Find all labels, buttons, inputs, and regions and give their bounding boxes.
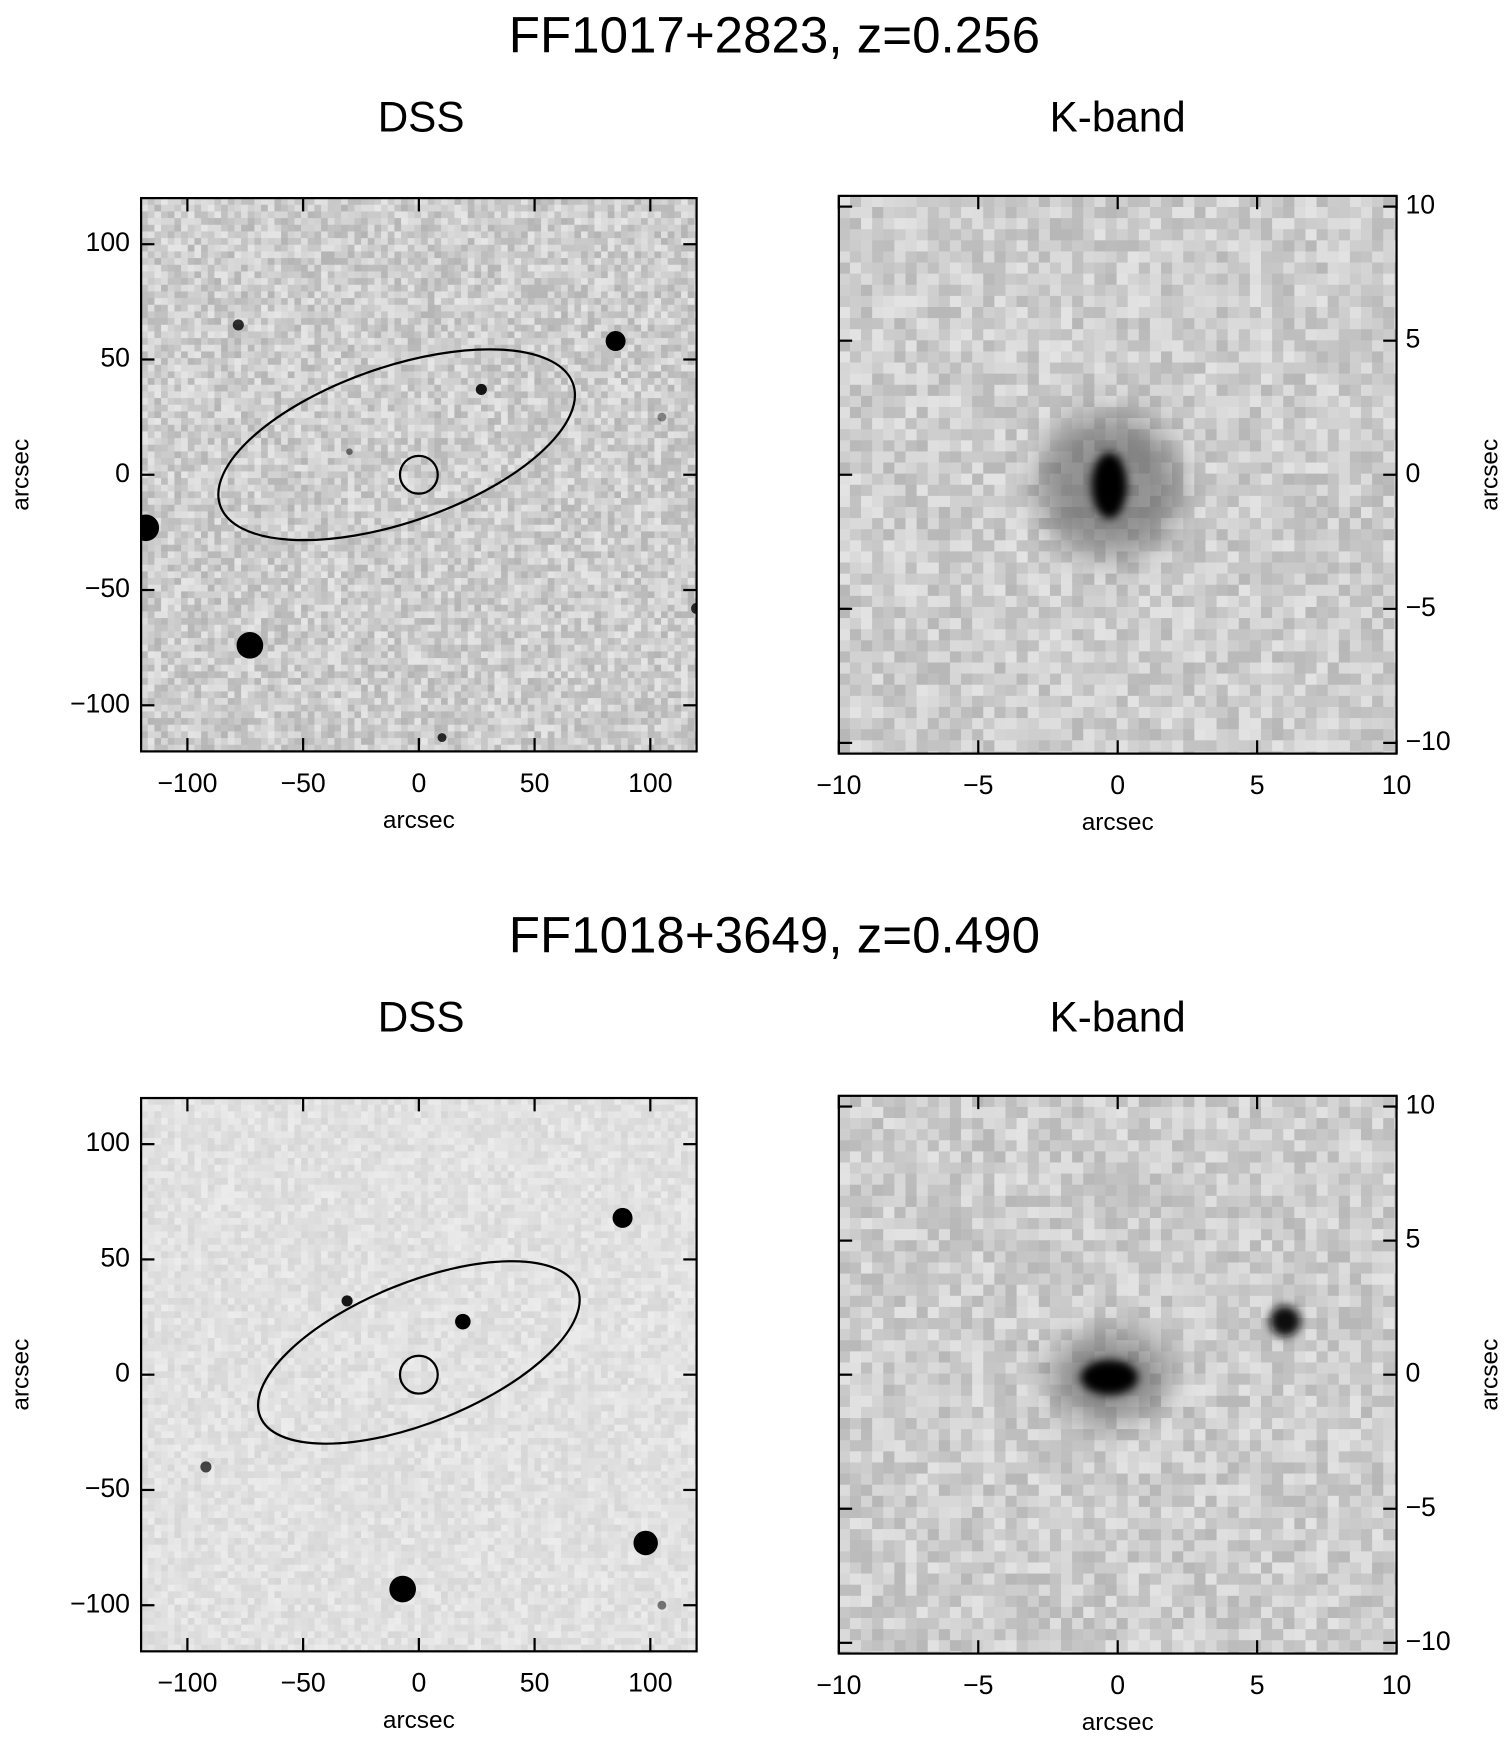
star	[200, 1461, 212, 1473]
target-circle	[398, 1354, 439, 1395]
y-tick-label: 50	[100, 1242, 130, 1272]
star	[475, 383, 487, 396]
y-axis-label: arcsec	[8, 439, 35, 511]
panel: DSS −100 −50 0 50 100 −100 −50 0 50 100 arcsec arcse…	[8, 993, 698, 1734]
y-tick-label: 50	[100, 343, 130, 373]
y-tick-label: 10	[1405, 190, 1435, 220]
galaxy-core	[1080, 1359, 1139, 1396]
figure-title: FF1018+3649, z=0.490	[509, 907, 1040, 964]
x-tick-label: −5	[963, 1670, 993, 1700]
y-tick-label: 0	[115, 1358, 130, 1388]
x-tick-label: −50	[281, 768, 326, 798]
y-tick-label: −5	[1405, 1492, 1435, 1522]
y-tick-label: −50	[85, 573, 130, 603]
y-tick-label: 0	[115, 458, 130, 488]
x-tick-label: 50	[520, 1668, 550, 1698]
x-tick-label: −5	[963, 770, 993, 800]
figure-title: FF1017+2823, z=0.256	[509, 7, 1040, 64]
star	[346, 448, 353, 456]
x-tick-label: 0	[1110, 1670, 1125, 1700]
star	[691, 602, 697, 615]
star	[236, 632, 264, 659]
panel: DSS −100 −50 0 50 100 −100 −50 0 50 100 arcsec arcse…	[8, 93, 698, 834]
aperture-ellipse	[256, 1260, 581, 1445]
panel: K-band −10 −5 0 5 10 −10 −5 0 5 10 arcsec arcsec	[816, 93, 1503, 836]
y-axis-label: arcsec	[1476, 1339, 1503, 1411]
x-tick-label: −10	[816, 1670, 861, 1700]
x-tick-label: −10	[816, 770, 861, 800]
x-axis-label: arcsec	[1082, 1709, 1154, 1736]
y-tick-label: −100	[70, 1588, 130, 1618]
star	[341, 1295, 353, 1307]
y-axis-label: arcsec	[1476, 439, 1503, 511]
x-tick-label: 10	[1382, 1670, 1412, 1700]
target-circle	[398, 454, 439, 495]
y-tick-label: 5	[1405, 324, 1420, 354]
y-tick-label: 0	[1405, 1358, 1420, 1388]
y-tick-label: 10	[1405, 1090, 1435, 1120]
star	[612, 1207, 633, 1228]
star	[455, 1313, 471, 1330]
x-tick-label: −100	[157, 1668, 217, 1698]
y-axis-label: arcsec	[8, 1339, 35, 1411]
x-tick-label: 5	[1250, 1670, 1265, 1700]
y-tick-label: −10	[1405, 1626, 1450, 1656]
y-tick-label: 100	[86, 227, 130, 257]
star	[389, 1575, 416, 1603]
x-axis-label: arcsec	[1082, 809, 1154, 836]
y-tick-label: −10	[1405, 726, 1450, 756]
image	[838, 1095, 1397, 1654]
x-tick-label: 100	[628, 1668, 672, 1698]
x-tick-label: 50	[520, 768, 550, 798]
aperture-ellipse	[217, 348, 577, 542]
x-axis-label: arcsec	[383, 807, 455, 834]
x-axis-label: arcsec	[383, 1707, 455, 1734]
image	[838, 195, 1397, 754]
y-tick-label: 5	[1405, 1224, 1420, 1254]
star	[633, 1530, 658, 1556]
y-tick-label: 100	[86, 1127, 130, 1157]
panel-title: DSS	[378, 993, 465, 1040]
x-tick-label: 0	[1110, 770, 1125, 800]
y-tick-label: −100	[70, 688, 130, 718]
y-tick-label: −5	[1405, 592, 1435, 622]
star	[657, 1600, 667, 1610]
y-tick-label: −50	[85, 1473, 130, 1503]
x-tick-label: 100	[628, 768, 672, 798]
companion	[1269, 1305, 1301, 1337]
galaxy-core	[1091, 452, 1128, 519]
star	[141, 514, 160, 542]
panel-title: DSS	[378, 93, 465, 140]
panel-title: K-band	[1050, 993, 1186, 1040]
star	[437, 733, 447, 743]
y-tick-label: 0	[1405, 458, 1420, 488]
star	[605, 331, 626, 352]
x-tick-label: 0	[411, 768, 426, 798]
star	[232, 319, 244, 331]
image	[141, 198, 697, 752]
panel: K-band −10 −5 0 5 10 −10 −5 0 5 10 arcsec arcsec	[816, 993, 1503, 1736]
image	[141, 1098, 697, 1652]
x-tick-label: 5	[1250, 770, 1265, 800]
x-tick-label: 10	[1382, 770, 1412, 800]
star	[657, 412, 667, 422]
x-tick-label: −100	[157, 768, 217, 798]
x-tick-label: −50	[281, 1668, 326, 1698]
x-tick-label: 0	[411, 1668, 426, 1698]
panel-title: K-band	[1050, 93, 1186, 140]
